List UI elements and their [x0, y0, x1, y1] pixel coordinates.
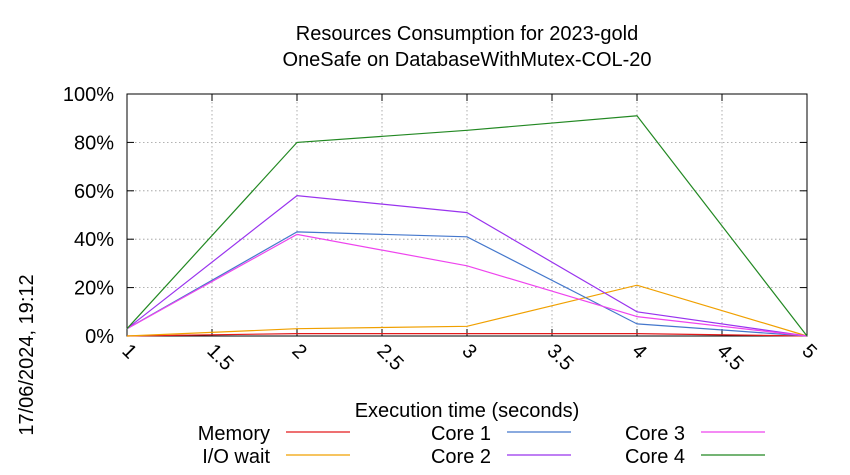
y-tick-label: 0%: [85, 326, 114, 348]
x-tick-label: 5: [797, 340, 820, 363]
y-tick-label: 80%: [74, 132, 114, 154]
x-tick-label: 2.5: [372, 340, 407, 375]
legend-label: Core 3: [625, 423, 685, 445]
x-tick-label: 4: [627, 340, 650, 363]
series-line-memory: [126, 333, 808, 337]
legend-label: Core 2: [431, 446, 491, 468]
chart-title: Resources Consumption for 2023-gold: [296, 23, 638, 45]
series-lines: [126, 115, 808, 337]
legend-label: Core 4: [625, 446, 685, 468]
legend-label: I/O wait: [202, 446, 270, 468]
timestamp-label: 17/06/2024, 19:12: [16, 274, 38, 435]
series-line-i-o-wait: [126, 284, 808, 337]
axis-ticks: 0% 20% 40% 60% 80% 100% 1 1.5 2 2.5 3 3.5 4 4.5 5: [63, 84, 821, 375]
y-tick-label: 100%: [63, 84, 114, 106]
legend-label: Memory: [198, 423, 270, 445]
y-tick-label: 20%: [74, 278, 114, 300]
x-axis-label: Execution time (seconds): [355, 400, 580, 422]
legend-label: Core 1: [431, 423, 491, 445]
y-tick-label: 40%: [74, 229, 114, 251]
series-line-core-2: [126, 194, 808, 337]
x-tick-label: 2: [287, 340, 310, 363]
chart-subtitle: OneSafe on DatabaseWithMutex-COL-20: [282, 49, 651, 71]
x-tick-label: 3.5: [542, 340, 577, 375]
series-line-core-1: [126, 231, 808, 337]
x-tick-label: 4.5: [712, 340, 747, 375]
x-tick-label: 3: [457, 340, 480, 363]
x-tick-label: 1: [117, 340, 140, 363]
x-tick-label: 1.5: [202, 340, 237, 375]
y-tick-label: 60%: [74, 181, 114, 203]
series-line-core-3: [126, 233, 808, 337]
series-line-core-4: [126, 115, 808, 337]
